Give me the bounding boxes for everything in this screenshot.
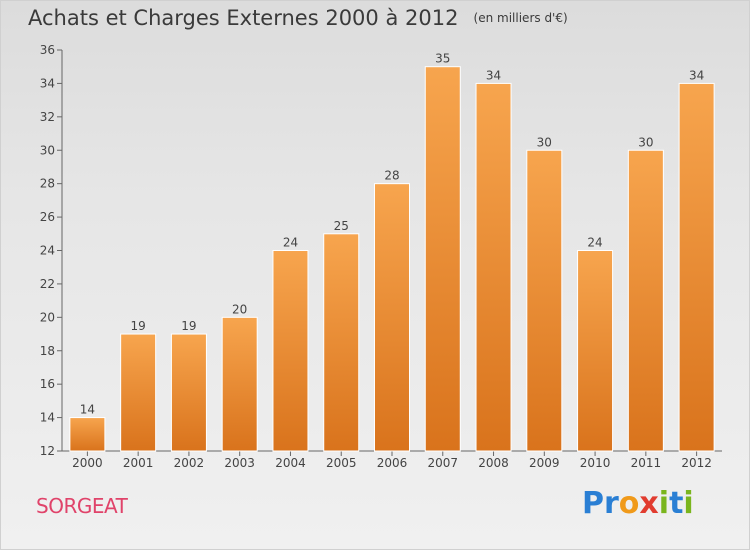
bar-value-label: 24 — [587, 236, 602, 250]
bar-value-label: 28 — [384, 169, 399, 183]
y-tick-label: 22 — [40, 277, 55, 291]
bar — [170, 333, 207, 452]
x-tick-label: 2005 — [326, 456, 357, 470]
logo-letter: o — [618, 486, 640, 521]
chart-subtitle: (en milliers d'€) — [473, 11, 568, 25]
logo-letter: r — [604, 486, 619, 521]
bar — [374, 183, 410, 452]
x-tick-label: 2002 — [174, 456, 205, 470]
x-tick-label: 2009 — [529, 456, 560, 470]
bar — [120, 333, 157, 452]
bar-value-label: 20 — [232, 302, 247, 316]
y-tick-label: 26 — [40, 210, 55, 224]
x-tick-label: 2003 — [224, 456, 255, 470]
labels: 14 19 19 20 24 25 28 35 34 30 24 30 34 — [80, 52, 705, 417]
bar — [475, 82, 512, 452]
bar-value-label: 30 — [537, 135, 552, 149]
x-tick-label: 2000 — [72, 456, 103, 470]
bar-value-label: 19 — [131, 319, 146, 333]
y-tick-label: 34 — [40, 76, 55, 90]
bar-value-label: 30 — [638, 135, 653, 149]
y-tick-label: 28 — [40, 177, 55, 191]
y-tick-label: 30 — [40, 143, 55, 157]
logo-letter: i — [683, 486, 694, 521]
y-tick-label: 12 — [40, 444, 55, 458]
y-tick-label: 18 — [40, 344, 55, 358]
logo-letter: P — [582, 486, 604, 521]
bar — [577, 250, 614, 452]
bar — [323, 233, 360, 452]
bar-value-label: 35 — [435, 52, 450, 66]
bar-value-label: 34 — [486, 68, 501, 82]
bar — [69, 417, 106, 452]
x-tick-label: 2004 — [275, 456, 306, 470]
bar-value-label: 24 — [283, 236, 298, 250]
title-row: Achats et Charges Externes 2000 à 2012 (… — [28, 6, 568, 30]
y-tick-label: 24 — [40, 244, 55, 258]
bar — [272, 250, 309, 452]
x-tick-label: 2010 — [580, 456, 611, 470]
bar-value-label: 14 — [80, 403, 95, 417]
logo-letter: t — [669, 486, 684, 521]
y-tick-label: 36 — [40, 43, 55, 57]
x-tick-label: 2012 — [681, 456, 712, 470]
commune-name: SORGEAT — [36, 494, 128, 518]
proxiti-logo: Proxiti — [582, 486, 694, 521]
logo-letter: x — [639, 486, 659, 521]
logo-letter: i — [658, 486, 670, 521]
x-tick-label: 2006 — [377, 456, 408, 470]
y-tick-label: 20 — [40, 310, 55, 324]
bar — [526, 149, 563, 452]
x-tick-label: 2007 — [427, 456, 458, 470]
x-tick-label: 2001 — [123, 456, 154, 470]
bar-value-label: 25 — [334, 219, 349, 233]
x-tick-label: 2008 — [478, 456, 509, 470]
bar — [627, 149, 664, 452]
y-tick-label: 14 — [40, 411, 55, 425]
x-tick-label: 2011 — [631, 456, 662, 470]
bars — [69, 66, 715, 452]
y-tick-label: 16 — [40, 377, 55, 391]
chart-title: Achats et Charges Externes 2000 à 2012 — [28, 6, 459, 30]
bar — [221, 316, 258, 452]
bar — [678, 82, 715, 452]
bar-value-label: 34 — [689, 68, 704, 82]
bar — [424, 66, 461, 452]
y-tick-label: 32 — [40, 110, 55, 124]
bar-value-label: 19 — [181, 319, 196, 333]
